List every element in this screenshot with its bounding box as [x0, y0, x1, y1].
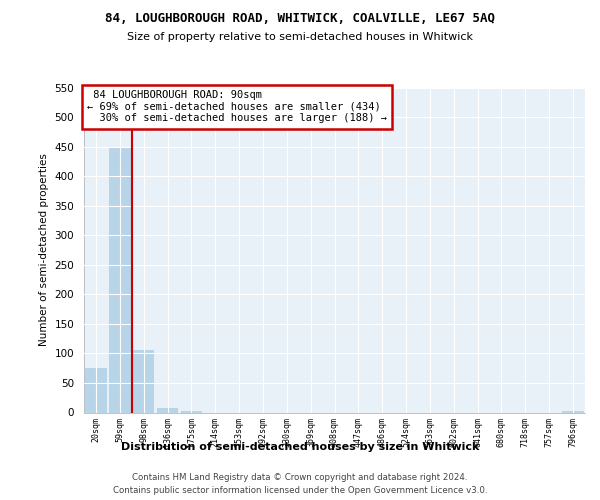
Text: Distribution of semi-detached houses by size in Whitwick: Distribution of semi-detached houses by …: [121, 442, 479, 452]
Text: 84 LOUGHBOROUGH ROAD: 90sqm
← 69% of semi-detached houses are smaller (434)
  30: 84 LOUGHBOROUGH ROAD: 90sqm ← 69% of sem…: [87, 90, 387, 124]
Bar: [109, 148, 131, 412]
Bar: [562, 410, 584, 412]
Y-axis label: Number of semi-detached properties: Number of semi-detached properties: [39, 154, 49, 346]
Bar: [157, 408, 178, 412]
Text: 84, LOUGHBOROUGH ROAD, WHITWICK, COALVILLE, LE67 5AQ: 84, LOUGHBOROUGH ROAD, WHITWICK, COALVIL…: [105, 12, 495, 26]
Bar: [181, 410, 202, 412]
Bar: [85, 368, 107, 412]
Text: Contains public sector information licensed under the Open Government Licence v3: Contains public sector information licen…: [113, 486, 487, 495]
Text: Contains HM Land Registry data © Crown copyright and database right 2024.: Contains HM Land Registry data © Crown c…: [132, 472, 468, 482]
Bar: [133, 350, 154, 412]
Text: Size of property relative to semi-detached houses in Whitwick: Size of property relative to semi-detach…: [127, 32, 473, 42]
